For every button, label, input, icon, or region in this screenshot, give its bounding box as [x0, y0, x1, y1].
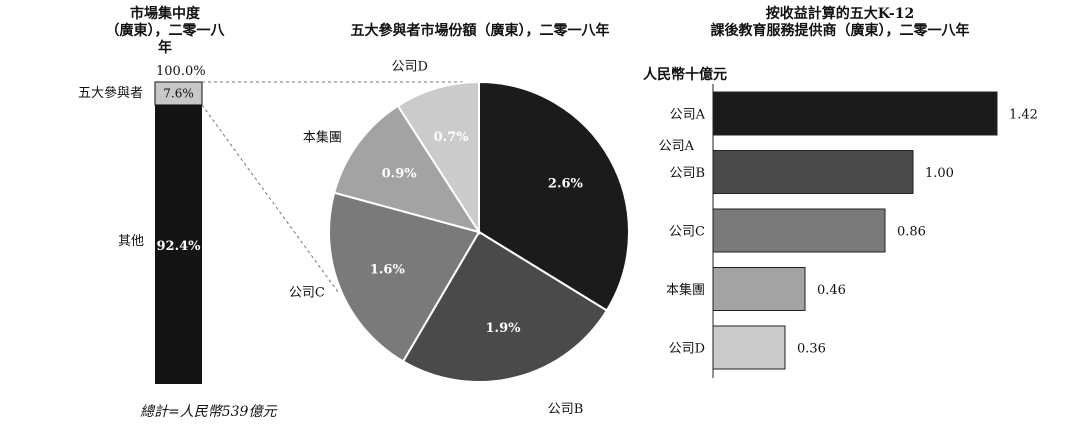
panel3-title-line2: 課後教育服務提供商（廣東），二零一八年 — [710, 23, 970, 39]
hbar-category-label-5: 公司D — [669, 342, 705, 357]
panel3-title-line1: 按收益計算的五大K-12 — [765, 6, 915, 22]
panel1-others-label: 其他 — [118, 234, 145, 249]
panel1-footnote: 總計=人民幣539億元 — [140, 404, 277, 420]
pie-slice-2 — [401, 230, 609, 383]
hbar-category-label-2: 公司B — [669, 166, 705, 181]
pie-value-label-4: 0.9% — [382, 166, 418, 181]
pie-value-label-3: 1.6% — [370, 262, 406, 277]
pie-slice-3 — [328, 191, 481, 363]
hbar-value-label-5: 0.36 — [797, 342, 826, 357]
pie-value-label-5: 0.7% — [434, 130, 470, 145]
hbar-category-label-3: 公司C — [669, 225, 705, 240]
panel1-title-line1: 市場集中度 — [130, 6, 200, 22]
pie-category-label-2: 公司B — [548, 402, 584, 417]
panel1-title: 市場集中度 （廣東），二零一八年 — [100, 6, 230, 57]
pie-value-label-2: 1.9% — [486, 321, 522, 336]
pie-category-label-1: 公司A — [659, 139, 695, 154]
horizontal-bar-chart: 公司A 1.42 公司B 1.00 公司C 0.86 本集團 0.46 公司D 0.36 — [666, 84, 1038, 378]
hbar-value-label-4: 0.46 — [817, 283, 846, 298]
stack-segment-others — [155, 104, 202, 385]
panel3-unit-label: 人民幣十億元 — [643, 67, 727, 83]
stack-label-others: 92.4% — [156, 239, 201, 254]
stacked-bar-chart: 7.6% 92.4% — [154, 81, 478, 385]
stack-segment-five-players — [154, 81, 203, 106]
pie-category-label-4: 本集團 — [303, 129, 342, 145]
pie-slice-1 — [478, 80, 630, 312]
hbar-value-label-1: 1.42 — [1009, 108, 1038, 123]
pie-slice-4 — [333, 104, 482, 234]
hbar-bar-4 — [712, 267, 806, 311]
panel2-title: 五大參與者市場份額（廣東），二零一八年 — [350, 23, 610, 39]
hbar-category-label-4: 本集團 — [666, 282, 705, 298]
hbar-bar-3 — [712, 208, 886, 253]
connector-line-bottom — [201, 104, 339, 293]
hbar-value-label-2: 1.00 — [925, 166, 954, 181]
pie-value-label-1: 2.6% — [548, 177, 584, 192]
panel1-five-label: 五大參與者 — [78, 86, 144, 101]
pie-category-label-3: 公司C — [289, 285, 325, 300]
pie-slice-5 — [396, 80, 480, 236]
panel1-title-line2: （廣東），二零一八年 — [105, 23, 225, 56]
hbar-category-label-1: 公司A — [670, 108, 706, 123]
hbar-value-label-3: 0.86 — [897, 225, 926, 240]
pie-chart: 2.6% 公司A 1.9% 公司B 1.6% 公司C 0.9% 本集團 0.7% 公司D — [289, 59, 695, 417]
hbar-bar-5 — [712, 325, 786, 370]
panel3-title: 按收益計算的五大K-12 課後教育服務提供商（廣東），二零一八年 — [690, 6, 990, 40]
pie-category-label-5: 公司D — [391, 59, 427, 74]
hbar-bar-1 — [712, 91, 998, 136]
stack-label-five: 7.6% — [163, 86, 194, 100]
hbar-bar-2 — [712, 150, 914, 194]
panel1-total-label: 100.0% — [156, 64, 206, 79]
